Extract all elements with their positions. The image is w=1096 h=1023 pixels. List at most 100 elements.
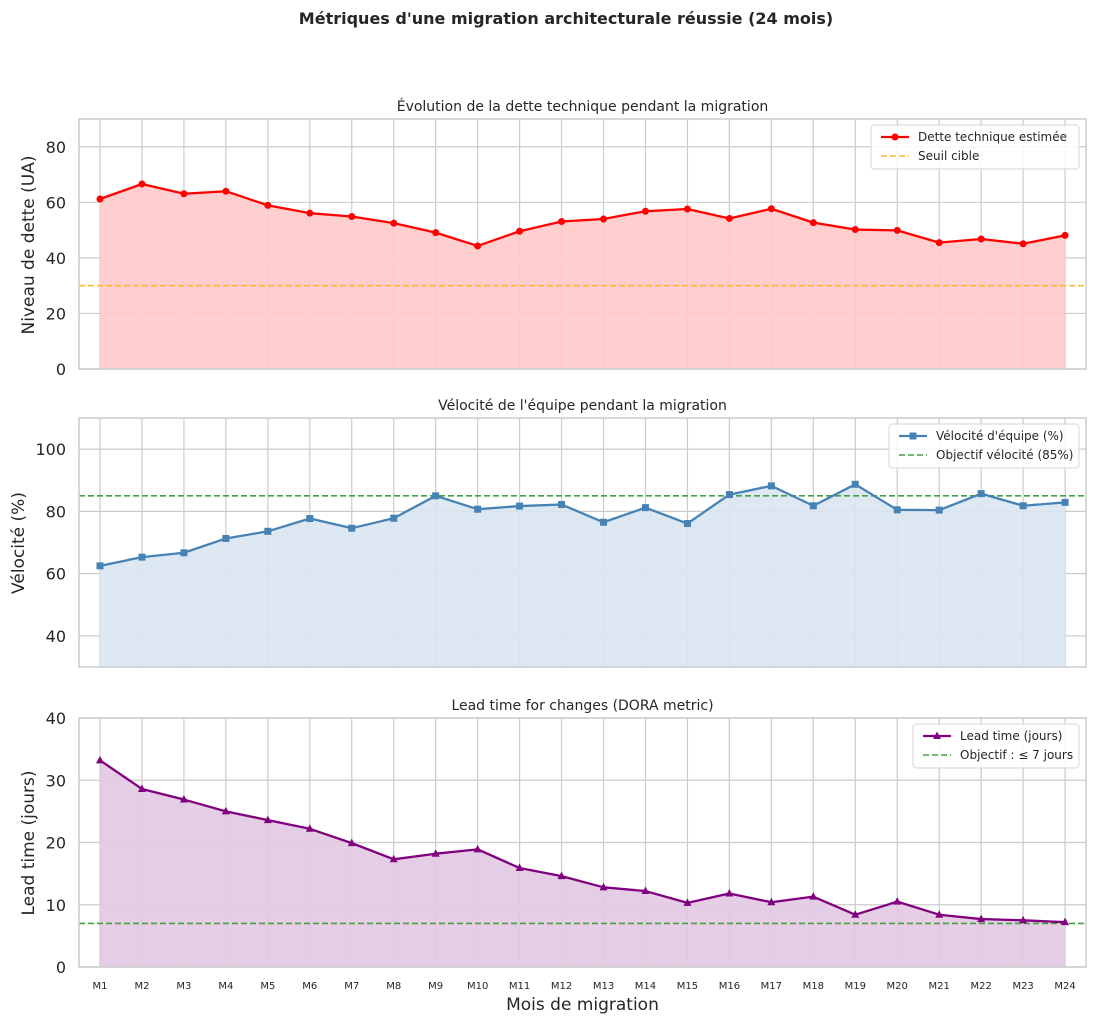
velocity-point: [348, 524, 356, 532]
debt-point: [558, 218, 566, 225]
lead-time-point: [389, 854, 398, 863]
debt-point: [809, 219, 817, 227]
x-tick-label: M4: [218, 981, 233, 992]
debt-point: [767, 205, 775, 213]
x-tick-label: M10: [467, 981, 488, 992]
x-tick-label: M23: [1012, 981, 1033, 992]
debt-legend: [870, 124, 1080, 170]
velocity-point: [516, 502, 524, 510]
velocity-point: [809, 502, 817, 510]
debt-panel-title: Évolution de la dette technique pendant …: [397, 98, 769, 115]
debt-ytick-label: 80: [46, 138, 66, 157]
x-tick-label: M18: [803, 981, 824, 992]
velocity-series-line: [99, 483, 1066, 567]
velocity-point: [851, 480, 859, 488]
lead-time-ytick-label: 40: [46, 709, 66, 728]
debt-legend-series-marker: [891, 133, 899, 141]
debt-ytick-label: 60: [46, 193, 66, 212]
lead-time-point: [137, 784, 146, 792]
x-tick-label: M24: [1054, 981, 1075, 992]
lead-time-ytick-label: 30: [46, 771, 66, 790]
lead-time-point: [515, 863, 524, 872]
velocity-point: [977, 490, 985, 498]
debt-point: [264, 201, 272, 209]
x-tick-label: M12: [551, 981, 572, 992]
x-tick-label: M13: [593, 981, 614, 992]
debt-point: [516, 227, 524, 235]
lead-time-point: [305, 824, 314, 832]
velocity-point: [725, 491, 733, 499]
velocity-panel: Vélocité de l'équipe pendant la migratio…: [9, 398, 1087, 668]
debt-y-axis-label: Niveau de dette (UA): [19, 156, 39, 335]
velocity-legend-reference-label: Objectif vélocité (85%): [936, 448, 1073, 462]
velocity-point: [600, 518, 608, 526]
velocity-point: [390, 514, 398, 522]
debt-point: [1061, 231, 1069, 239]
lead-time-ytick-label: 10: [46, 896, 66, 915]
velocity-ytick-label: 40: [46, 627, 66, 646]
debt-point: [306, 209, 314, 217]
x-tick-label: M3: [176, 981, 191, 992]
debt-point: [474, 242, 482, 250]
velocity-point: [96, 562, 104, 570]
debt-legend-series-label: Dette technique estimée: [918, 130, 1067, 144]
debt-series-line: [99, 182, 1066, 248]
figure-title: Métriques d'une migration architecturale…: [299, 9, 833, 28]
debt-point: [348, 213, 356, 220]
velocity-point: [767, 482, 775, 490]
velocity-point: [1019, 502, 1027, 510]
x-tick-label: M11: [509, 981, 530, 992]
lead-time-y-axis-label: Lead time (jours): [19, 770, 39, 915]
lead-time-ytick-label: 20: [46, 834, 66, 853]
lead-time-point: [431, 849, 440, 857]
lead-time-point: [473, 844, 482, 853]
x-tick-label: M6: [302, 981, 317, 992]
lead-time-legend-reference-label: Objectif : ≤ 7 jours: [960, 748, 1073, 762]
velocity-legend: [888, 423, 1080, 469]
x-tick-label: M20: [887, 981, 908, 992]
lead-time-legend-series-marker: [933, 731, 941, 739]
lead-time-panel-title: Lead time for changes (DORA metric): [451, 698, 713, 714]
velocity-point: [264, 527, 272, 535]
debt-point: [180, 190, 188, 198]
debt-point: [1019, 240, 1027, 248]
velocity-legend-series-label: Vélocité d'équipe (%): [936, 429, 1064, 443]
velocity-ytick-label: 100: [35, 440, 66, 459]
debt-point: [851, 226, 859, 234]
velocity-panel-title: Vélocité de l'équipe pendant la migratio…: [438, 398, 727, 414]
lead-time-legend: [912, 723, 1080, 769]
x-tick-label: M21: [929, 981, 950, 992]
debt-point: [222, 187, 230, 195]
debt-point: [683, 205, 691, 213]
velocity-point: [306, 515, 314, 523]
lead-time-axes-frame: [78, 717, 1087, 968]
velocity-point: [432, 492, 440, 500]
x-tick-label: M8: [386, 981, 401, 992]
debt-point: [641, 207, 649, 215]
velocity-point: [683, 520, 691, 528]
lead-time-point: [96, 755, 104, 764]
debt-ytick-label: 40: [46, 249, 66, 268]
debt-area: [100, 184, 1066, 369]
velocity-point: [558, 501, 566, 509]
x-tick-label: M7: [344, 981, 359, 992]
velocity-area: [100, 484, 1066, 667]
x-tick-label: M1: [93, 981, 108, 992]
debt-point: [935, 239, 943, 247]
lead-time-point: [725, 889, 734, 897]
velocity-point: [893, 506, 901, 514]
lead-time-legend-series-label: Lead time (jours): [960, 729, 1062, 743]
lead-time-point: [893, 897, 902, 905]
lead-time-area: [100, 760, 1066, 967]
lead-time-point: [851, 910, 860, 918]
velocity-point: [138, 553, 146, 561]
lead-time-point: [599, 882, 608, 891]
debt-point: [96, 195, 104, 203]
velocity-point: [474, 505, 482, 513]
lead-time-panel: Lead time for changes (DORA metric) 0 10 20…: [19, 698, 1087, 992]
debt-point: [893, 226, 901, 234]
debt-point: [432, 229, 440, 237]
velocity-axes-frame: [78, 417, 1087, 668]
lead-time-point: [977, 914, 986, 923]
